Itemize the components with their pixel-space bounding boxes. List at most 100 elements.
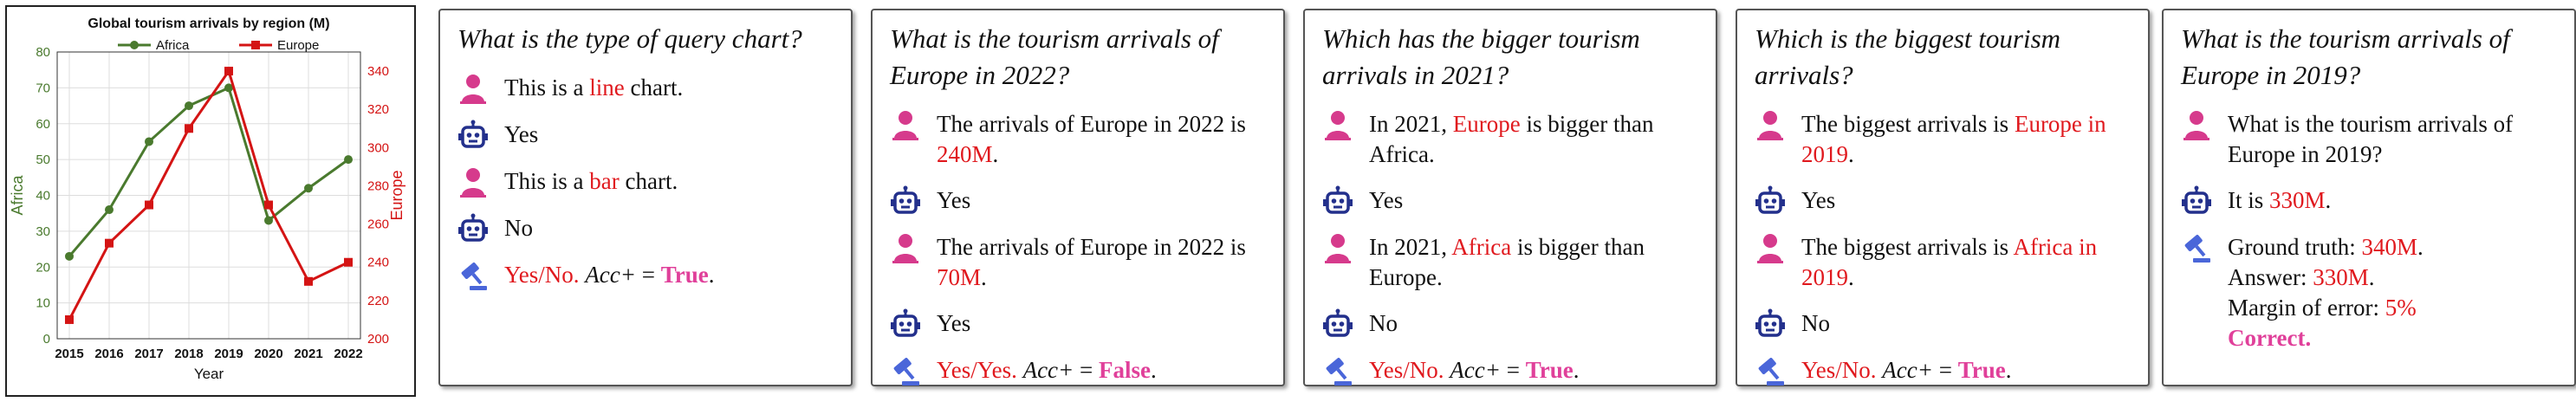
- text-span: 330M: [2269, 187, 2326, 213]
- text-span: =: [1932, 357, 1958, 383]
- question-text: Which is the biggest tourism arrivals?: [1755, 23, 2061, 90]
- text-span: 70M: [937, 264, 982, 290]
- robot-icon: [890, 185, 921, 217]
- data-point-europe: [145, 200, 153, 210]
- model-reply: It is 330M.: [2181, 185, 2557, 217]
- text-span: Yes/No.: [1801, 357, 1877, 383]
- person-icon: [890, 109, 921, 140]
- text-span: Correct.: [2228, 325, 2312, 351]
- data-point-africa: [185, 101, 193, 111]
- qa-card: Which has the bigger tourism arrivals in…: [1303, 9, 1717, 386]
- qa-card: Which is the biggest tourism arrivals? Th…: [1736, 9, 2150, 386]
- user-message: In 2021, Europe is bigger than Africa.: [1322, 109, 1698, 170]
- data-point-africa: [344, 155, 353, 165]
- text-span: Ground truth:: [2228, 234, 2362, 260]
- x-tick: 2020: [254, 347, 282, 361]
- person-icon: [890, 232, 921, 263]
- text-span: No: [1801, 310, 1830, 336]
- message-text: This is a bar chart.: [504, 166, 678, 197]
- y-tick-left: 20: [36, 260, 50, 275]
- model-reply: Yes: [1322, 185, 1698, 217]
- y-tick-left: 60: [36, 117, 50, 132]
- text-span: .: [2417, 234, 2424, 260]
- text-span: .: [1573, 357, 1580, 383]
- text-span: True: [660, 262, 709, 288]
- gavel-icon: [890, 355, 921, 386]
- message-text: Ground truth: 340M. Answer: 330M. Margin o…: [2228, 232, 2424, 353]
- robot-icon: [457, 213, 489, 244]
- user-message: This is a line chart.: [457, 73, 834, 104]
- message-text: The biggest arrivals is Europe in 2019.: [1801, 109, 2131, 170]
- text-span: The biggest arrivals is: [1801, 234, 2014, 260]
- text-span: .: [992, 141, 999, 167]
- text-span: .: [1151, 357, 1157, 383]
- text-span: In 2021,: [1369, 234, 1452, 260]
- text-span: Yes: [504, 121, 539, 147]
- person-icon: [1755, 109, 1786, 140]
- message-text: In 2021, Europe is bigger than Africa.: [1369, 109, 1698, 170]
- text-span: .: [2325, 187, 2332, 213]
- user-message: The arrivals of Europe in 2022 is 70M.: [890, 232, 1266, 293]
- user-message: The biggest arrivals is Africa in 2019.: [1755, 232, 2131, 293]
- person-icon: [457, 73, 489, 104]
- robot-icon: [1322, 308, 1353, 340]
- x-tick: 2019: [214, 347, 243, 361]
- chart-title: Global tourism arrivals by region (M): [88, 16, 329, 31]
- gavel-icon: [1322, 355, 1353, 386]
- text-span: The biggest arrivals is: [1801, 111, 2015, 137]
- text-span: Acc+: [1022, 357, 1074, 383]
- text-span: No: [504, 215, 533, 241]
- data-point-europe: [185, 124, 193, 133]
- y-tick-right: 240: [367, 256, 389, 270]
- chart-panel: 0 10 20 30 40 50 60 70 80 200 220 240 260 280 300 320 34…: [5, 5, 416, 397]
- message-text: No: [1369, 308, 1398, 339]
- text-span: Yes: [937, 310, 971, 336]
- data-point-europe: [65, 314, 74, 324]
- text-span: 340M: [2361, 234, 2418, 260]
- y-tick-right: 300: [367, 140, 389, 155]
- y-tick-right: 220: [367, 294, 389, 308]
- person-icon: [1322, 232, 1353, 263]
- data-point-africa: [105, 205, 114, 215]
- message-text: Yes/No. Acc+ = True.: [1369, 355, 1579, 386]
- text-span: Yes: [937, 187, 971, 213]
- y-tick-left: 10: [36, 296, 50, 311]
- y-tick-right: 280: [367, 178, 389, 193]
- text-span: Africa: [1451, 234, 1512, 260]
- message-text: The arrivals of Europe in 2022 is 70M.: [937, 232, 1266, 293]
- message-text: Yes: [937, 308, 970, 339]
- text-span: chart.: [619, 168, 678, 194]
- y-axis-label-left: Africa: [9, 175, 26, 216]
- text-span: True: [1525, 357, 1574, 383]
- text-span: 5%: [2385, 295, 2417, 321]
- gavel-icon: [2181, 232, 2212, 263]
- text-span: .: [1848, 264, 1854, 290]
- text-span: =: [1500, 357, 1526, 383]
- text-span: 330M: [2313, 264, 2369, 290]
- qa-card: What is the tourism arrivals of Europe i…: [871, 9, 1285, 386]
- model-reply: No: [1322, 308, 1698, 340]
- text-span: This is a: [504, 168, 590, 194]
- text-span: bar: [589, 168, 620, 194]
- message-text: Yes/No. Acc+ = True.: [1801, 355, 2011, 386]
- y-tick-left: 70: [36, 81, 50, 95]
- message-text: In 2021, Africa is bigger than Europe.: [1369, 232, 1698, 293]
- judgement: Yes/Yes. Acc+ = False.: [890, 355, 1266, 386]
- text-span: No: [1369, 310, 1398, 336]
- message-text: Yes/Yes. Acc+ = False.: [937, 355, 1157, 386]
- judgement: Yes/No. Acc+ = True.: [1755, 355, 2131, 386]
- text-span: Yes: [1801, 187, 1836, 213]
- robot-icon: [890, 308, 921, 340]
- plot-frame: [56, 51, 361, 340]
- y-tick-left: 30: [36, 224, 50, 239]
- y-tick-right: 340: [367, 64, 389, 79]
- model-reply: Yes: [1755, 185, 2131, 217]
- data-point-africa: [65, 251, 74, 261]
- y-tick-right: 320: [367, 102, 389, 117]
- message-text: This is a line chart.: [504, 73, 683, 103]
- text-span: .: [2368, 264, 2375, 290]
- message-text: It is 330M.: [2228, 185, 2331, 216]
- message-text: No: [1801, 308, 1830, 339]
- text-span: It is: [2228, 187, 2270, 213]
- message-text: Yes/No. Acc+ = True.: [504, 260, 714, 290]
